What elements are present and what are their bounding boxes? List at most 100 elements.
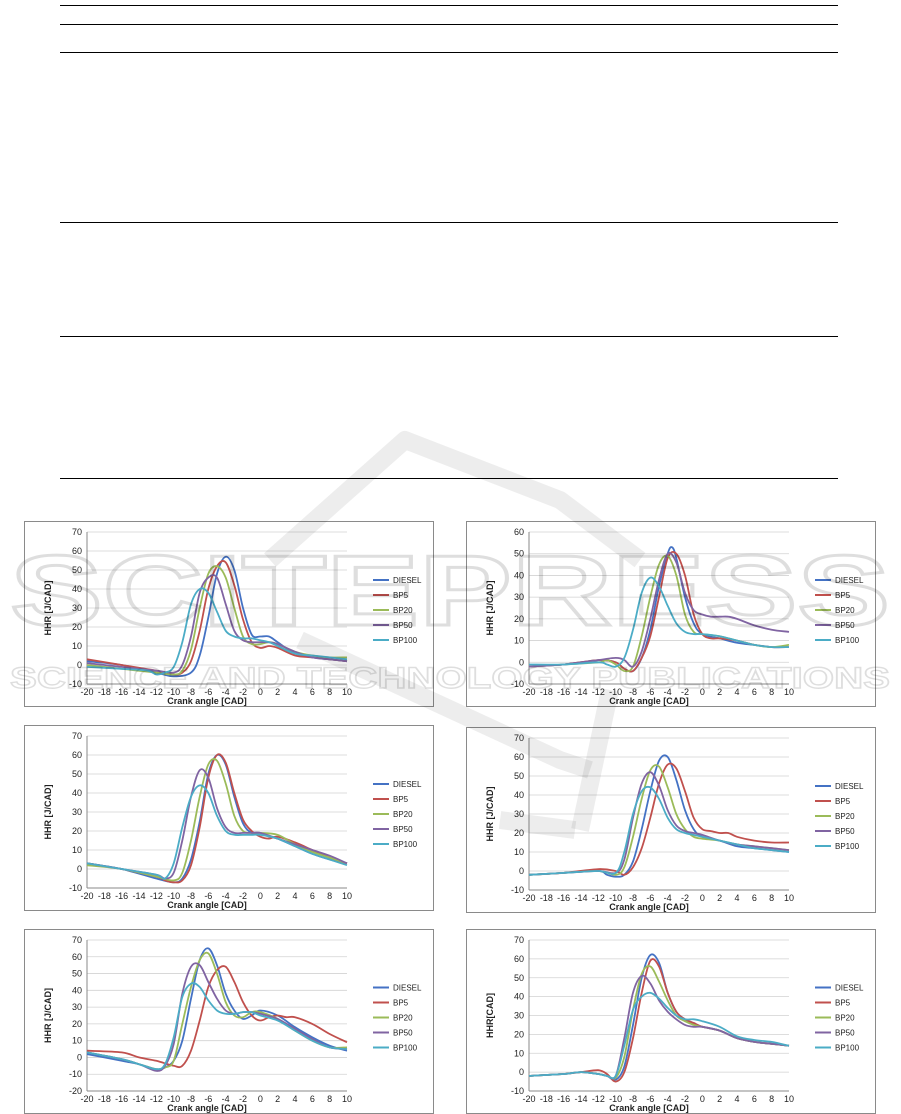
series-line-diesel (86, 555, 348, 678)
x-tick-label: 4 (292, 687, 297, 697)
x-tick-label: -14 (132, 891, 145, 901)
y-tick-label: 50 (72, 769, 82, 779)
x-tick-label: 0 (258, 687, 263, 697)
x-tick-label: -18 (98, 687, 111, 697)
x-tick-label: -20 (80, 1094, 93, 1104)
series-line-bp50 (86, 962, 348, 1072)
series-line-bp20 (86, 758, 348, 882)
legend-label-bp50: BP50 (835, 1029, 855, 1038)
x-tick-label: -16 (115, 687, 128, 697)
x-tick-label: -6 (646, 687, 654, 697)
x-tick-label: 8 (769, 1094, 774, 1104)
y-axis-title: HHR [J/CAD] (43, 784, 53, 839)
x-tick-label: 2 (275, 687, 280, 697)
y-tick-label: 20 (514, 1029, 524, 1039)
x-tick-label: 6 (752, 893, 757, 903)
x-tick-label: -18 (540, 893, 553, 903)
legend-label-bp100: BP100 (835, 636, 860, 645)
y-tick-label: -10 (511, 679, 524, 689)
y-tick-label: 50 (514, 771, 524, 781)
x-tick-label: -18 (98, 891, 111, 901)
x-tick-label: -2 (681, 1094, 689, 1104)
legend-label-bp20: BP20 (835, 606, 855, 615)
y-tick-label: 60 (72, 750, 82, 760)
x-tick-label: -6 (646, 893, 654, 903)
x-tick-label: -18 (540, 687, 553, 697)
x-tick-label: -14 (574, 1094, 587, 1104)
y-tick-label: -10 (69, 679, 82, 689)
chart-panel-2: -10 0 10 20 30 40 50 60 -20 -18 -16 -14 -12 -10 -8 -6 -4… (466, 521, 876, 707)
legend-label-bp20: BP20 (393, 606, 413, 615)
x-tick-label: -12 (592, 687, 605, 697)
legend-label-bp100: BP100 (393, 1044, 418, 1053)
y-tick-label: 0 (519, 1067, 524, 1077)
legend-label-bp100: BP100 (393, 636, 418, 645)
x-tick-label: -18 (540, 1094, 553, 1104)
y-tick-label: 0 (519, 866, 524, 876)
x-tick-label: 0 (700, 687, 705, 697)
y-tick-label: 70 (72, 935, 82, 945)
series-line-bp5 (86, 965, 348, 1069)
x-tick-label: 10 (342, 891, 352, 901)
series-line-bp100 (528, 991, 790, 1080)
y-tick-label: 10 (72, 1036, 82, 1046)
y-axis-title: HHR[CAD] (485, 993, 495, 1038)
x-tick-label: 0 (258, 891, 263, 901)
x-tick-label: 4 (734, 1094, 739, 1104)
x-tick-label: -10 (609, 687, 622, 697)
x-tick-label: 4 (292, 891, 297, 901)
x-tick-label: -2 (681, 687, 689, 697)
legend-label-diesel: DIESEL (835, 576, 864, 585)
x-tick-label: -16 (557, 687, 570, 697)
x-axis-title: Crank angle [CAD] (609, 1103, 689, 1113)
y-tick-label: 50 (72, 565, 82, 575)
series-line-diesel (528, 754, 790, 878)
x-tick-label: -16 (115, 1094, 128, 1104)
x-tick-label: -14 (574, 893, 587, 903)
y-tick-label: -10 (69, 1069, 82, 1079)
series-line-bp20 (528, 554, 790, 673)
y-tick-label: 60 (514, 527, 524, 537)
legend-label-bp20: BP20 (835, 812, 855, 821)
y-tick-label: 50 (514, 549, 524, 559)
x-tick-label: 10 (342, 1094, 352, 1104)
x-tick-label: -10 (609, 1094, 622, 1104)
series-line-bp100 (86, 784, 348, 880)
y-tick-label: 40 (72, 788, 82, 798)
x-tick-label: 8 (327, 687, 332, 697)
x-tick-label: -8 (187, 891, 195, 901)
x-tick-label: -8 (629, 687, 637, 697)
x-tick-label: 2 (717, 687, 722, 697)
legend-label-diesel: DIESEL (835, 782, 864, 791)
y-tick-label: -10 (69, 883, 82, 893)
x-tick-label: -4 (664, 687, 672, 697)
x-tick-label: -4 (222, 1094, 230, 1104)
y-tick-label: 30 (72, 807, 82, 817)
y-tick-label: 60 (72, 546, 82, 556)
x-tick-label: -16 (557, 1094, 570, 1104)
legend-label-diesel: DIESEL (393, 576, 422, 585)
series-line-bp100 (528, 576, 790, 668)
table-rule-2 (60, 24, 838, 25)
series-line-bp50 (86, 768, 348, 880)
x-tick-label: -12 (592, 893, 605, 903)
chart-panel-5: -20 -10 0 10 20 30 40 50 60 70 -20 -18 -16 -14 -12 -10-… (24, 929, 434, 1114)
x-tick-label: -2 (239, 891, 247, 901)
series-line-bp50 (528, 974, 790, 1080)
x-axis-title: Crank angle [CAD] (167, 696, 247, 706)
x-tick-label: -6 (204, 1094, 212, 1104)
x-tick-label: 6 (752, 1094, 757, 1104)
x-tick-label: -2 (239, 687, 247, 697)
x-tick-label: 8 (769, 893, 774, 903)
table-rule-4 (60, 222, 838, 223)
y-tick-label: -10 (511, 1086, 524, 1096)
x-tick-label: 0 (700, 893, 705, 903)
y-tick-label: 60 (72, 952, 82, 962)
x-tick-label: 0 (700, 1094, 705, 1104)
x-tick-label: -10 (167, 687, 180, 697)
y-tick-label: 30 (514, 1011, 524, 1021)
y-tick-label: 60 (514, 954, 524, 964)
x-tick-label: -14 (132, 687, 145, 697)
